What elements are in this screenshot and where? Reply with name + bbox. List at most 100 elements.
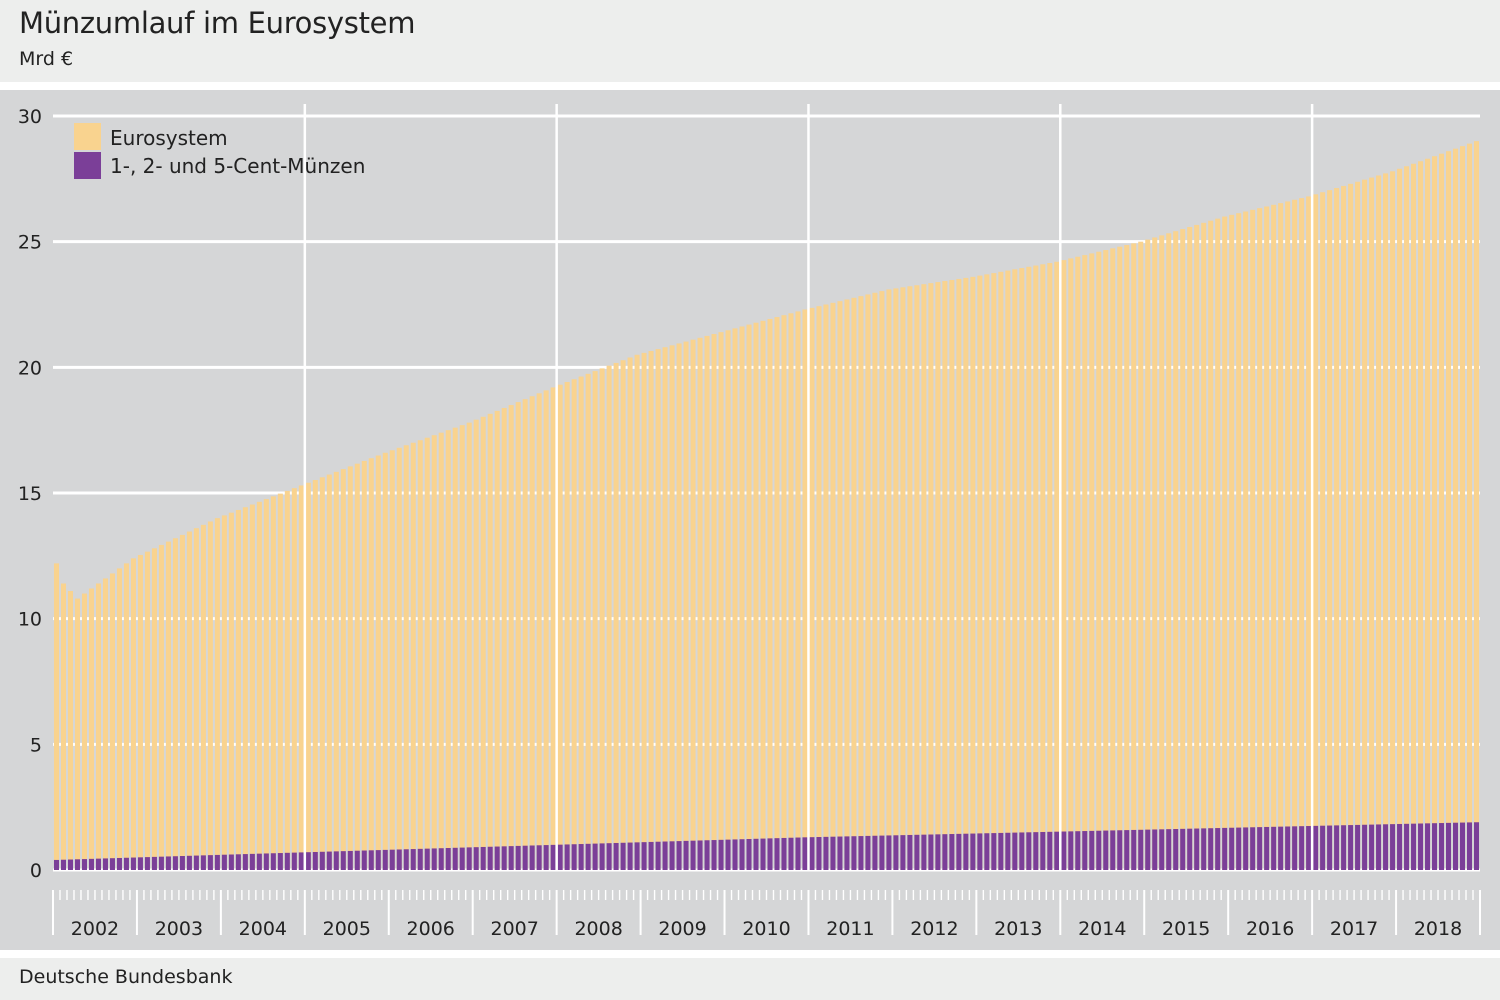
bar-cents — [739, 839, 745, 870]
bar-eurosystem — [1152, 237, 1158, 870]
bar-eurosystem — [1201, 222, 1207, 871]
bar-eurosystem — [396, 447, 402, 870]
bar-eurosystem — [1313, 194, 1319, 870]
x-tick-label: 2004 — [239, 918, 287, 940]
x-tick-label: 2006 — [407, 918, 455, 940]
bar-eurosystem — [116, 568, 122, 870]
bar-cents — [1425, 823, 1431, 870]
bar-eurosystem — [620, 360, 626, 870]
bar-eurosystem — [305, 482, 311, 870]
bar-eurosystem — [298, 485, 304, 870]
bar-eurosystem — [907, 286, 913, 870]
bar-cents — [1411, 823, 1417, 870]
bar-cents — [1033, 832, 1039, 870]
bar-cents — [683, 840, 689, 870]
bar-eurosystem — [1103, 250, 1109, 871]
bar-eurosystem — [655, 349, 661, 870]
bar-eurosystem — [1040, 264, 1046, 870]
bar-cents — [1117, 830, 1123, 870]
bar-cents — [431, 848, 437, 870]
bar-cents — [886, 835, 892, 870]
bar-cents — [319, 851, 325, 870]
bar-eurosystem — [1117, 246, 1123, 870]
bar-cents — [361, 850, 367, 870]
bar-eurosystem — [144, 551, 150, 870]
bar-eurosystem — [1208, 220, 1214, 870]
bar-cents — [1131, 829, 1137, 870]
bar-eurosystem — [1285, 201, 1291, 870]
bar-cents — [88, 858, 94, 870]
bar-eurosystem — [60, 583, 67, 870]
bar-eurosystem — [1005, 270, 1011, 870]
bar-cents — [256, 853, 262, 870]
bar-eurosystem — [487, 413, 493, 870]
bar-eurosystem — [1229, 214, 1235, 870]
bar-eurosystem — [1404, 166, 1410, 870]
bar-cents — [781, 837, 787, 870]
gridlines — [53, 114, 1480, 872]
bar-cents — [1299, 826, 1305, 870]
bar-cents — [655, 841, 661, 870]
divider — [0, 82, 1500, 90]
legend-swatch-cents — [74, 152, 101, 179]
bar-eurosystem — [186, 531, 192, 870]
bar-eurosystem — [823, 304, 829, 870]
bar-eurosystem — [270, 496, 276, 870]
bar-cents — [760, 838, 766, 870]
y-tick-label: 25 — [18, 232, 42, 254]
bar-cents — [459, 847, 465, 870]
bar-cents — [1180, 828, 1186, 870]
bar-eurosystem — [1138, 241, 1144, 870]
bar-eurosystem — [830, 302, 836, 870]
bar-eurosystem — [1369, 177, 1375, 870]
bar-cents — [81, 859, 87, 870]
bar-cents — [893, 835, 899, 870]
bar-cents — [795, 837, 801, 870]
bar-eurosystem — [1124, 245, 1130, 871]
bar-eurosystem — [585, 373, 591, 870]
bar-cents — [788, 837, 794, 870]
bar-eurosystem — [1432, 156, 1438, 871]
bar-cents — [1264, 826, 1270, 870]
bar-cents — [774, 838, 780, 870]
bar-eurosystem — [774, 317, 780, 870]
bar-eurosystem — [1292, 199, 1298, 870]
bar-cents — [1145, 829, 1151, 870]
bar-eurosystem — [214, 518, 220, 870]
x-tick-label: 2005 — [323, 918, 371, 940]
bar-eurosystem — [851, 297, 857, 870]
bar-cents — [851, 836, 857, 870]
x-tick-label: 2003 — [155, 918, 203, 940]
bar-eurosystem — [767, 318, 773, 870]
bar-cents — [480, 846, 486, 870]
bar-cents — [1320, 825, 1326, 870]
bar-cents — [207, 855, 213, 870]
bar-cents — [984, 833, 990, 870]
bar-eurosystem — [466, 422, 472, 870]
bar-cents — [837, 836, 843, 870]
bar-eurosystem — [1236, 213, 1242, 870]
bars — [53, 141, 1480, 871]
bar-cents — [1369, 824, 1375, 870]
bar-eurosystem — [207, 521, 213, 870]
bar-cents — [1201, 828, 1207, 870]
bar-cents — [277, 853, 283, 870]
bar-eurosystem — [109, 573, 115, 870]
bar-cents — [606, 843, 612, 870]
bar-cents — [347, 850, 353, 870]
bar-cents — [102, 858, 108, 870]
bar-eurosystem — [158, 544, 164, 870]
bar-cents — [284, 852, 290, 870]
bar-eurosystem — [1222, 216, 1228, 870]
legend-swatch-eurosystem — [74, 123, 101, 150]
bar-eurosystem — [1466, 143, 1473, 870]
bar-cents — [879, 835, 885, 870]
bar-eurosystem — [1159, 235, 1165, 871]
bar-cents — [711, 840, 717, 870]
bar-cents — [116, 857, 122, 870]
bar-eurosystem — [326, 474, 332, 870]
bar-cents — [1110, 830, 1116, 870]
bar-cents — [1236, 827, 1242, 870]
bar-eurosystem — [312, 480, 318, 870]
